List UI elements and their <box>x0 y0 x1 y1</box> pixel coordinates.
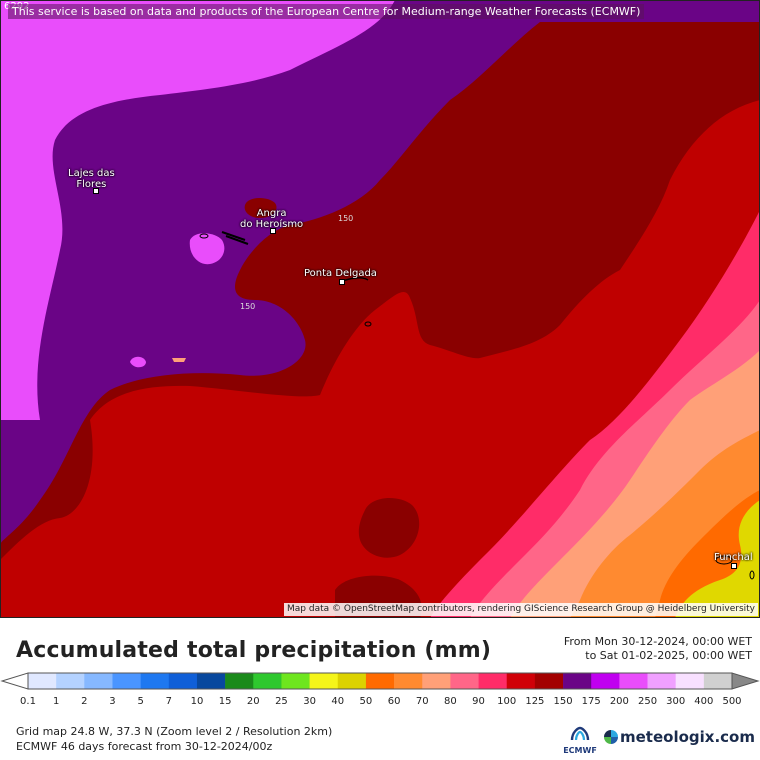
meteologix-brand: meteologix.com <box>620 728 755 746</box>
period-to: to Sat 01-02-2025, 00:00 WET <box>585 649 752 662</box>
colorbar-tick-label: 40 <box>331 696 345 707</box>
city-label-funchal: Funchal <box>714 552 753 563</box>
island-outline-madeira <box>715 555 733 565</box>
colorbar-bin <box>281 673 310 689</box>
ecmwf-logo[interactable]: ECMWF <box>560 726 600 756</box>
colorbar-tick-label: 200 <box>609 696 629 707</box>
colorbar-tick-label: 25 <box>275 696 288 707</box>
blob-small-1 <box>130 356 146 368</box>
colorbar-ticks: 0.1 1 2 3 5 7 10 15 20 25 30 40 50 60 70 80 90 100 125 150 1… <box>0 696 760 710</box>
ecmwf-disclaimer-banner: This service is based on data and produc… <box>8 4 645 19</box>
colorbar-tick-label: 125 <box>525 696 545 707</box>
island-outline-porto-santo <box>749 570 755 580</box>
zone-150-islet <box>244 197 277 218</box>
colorbar-bin <box>563 673 592 689</box>
colorbar-bin <box>703 673 733 689</box>
colorbar-bin <box>478 673 508 689</box>
colorbar-bin <box>309 673 339 689</box>
colorbar-tick-label: 5 <box>137 696 144 707</box>
colorbar-tick-label: 10 <box>190 696 204 707</box>
colorbar-bin <box>140 673 170 689</box>
map-info: Grid map 24.8 W, 37.3 N (Zoom level 2 / … <box>16 724 332 754</box>
colorbar-tick-label: 0.1 <box>20 696 36 707</box>
colorbar-tick-label: 1 <box>52 696 60 707</box>
map-attribution[interactable]: Map data © OpenStreetMap contributors, r… <box>284 603 758 616</box>
colorbar-bin <box>253 673 282 689</box>
contour-label: 150 <box>240 302 256 311</box>
zone-200-blob <box>189 233 225 265</box>
grid-info: Grid map 24.8 W, 37.3 N (Zoom level 2 / … <box>16 725 333 738</box>
city-label-angra-do-heroismo: Angra do Heroísmo <box>240 208 304 230</box>
colorbar-bin <box>534 673 564 689</box>
forecast-period: From Mon 30-12-2024, 00:00 WET to Sat 01… <box>564 635 752 663</box>
colorbar-tick-label: 50 <box>359 696 373 707</box>
colorbar-bin <box>28 673 57 689</box>
city-marker-funchal <box>731 563 737 569</box>
colorbar-bin <box>506 673 536 689</box>
colorbar-bin <box>647 673 676 689</box>
blob-small-2 <box>172 358 186 362</box>
colorbar-bin <box>56 673 85 689</box>
city-label-lajes-das-flores: Lajes das Flores <box>68 168 115 190</box>
colorbar-tick-label: 20 <box>246 696 260 707</box>
colorbar-bin <box>450 673 479 689</box>
colorbar-tick-label: 90 <box>472 696 485 707</box>
colorbar-bin <box>365 673 395 689</box>
zone-40 <box>675 500 760 618</box>
precipitation-map[interactable]: 6292 This service is based on data and p… <box>0 0 760 618</box>
colorbar-tick-label: 100 <box>497 696 517 707</box>
colorbar-bin <box>619 673 648 689</box>
colorbar-tick-label: 15 <box>218 696 232 707</box>
colorbar-bin <box>168 673 198 689</box>
colorbar-bin <box>112 673 141 689</box>
legend-title: Accumulated total precipitation (mm) <box>16 638 492 663</box>
ecmwf-logo-label: ECMWF <box>563 746 597 755</box>
colorbar-tick-label: 30 <box>303 696 316 707</box>
colorbar-bin <box>675 673 705 689</box>
city-label-ponta-delgada: Ponta Delgada <box>304 268 377 279</box>
colorbar-tick-label: 175 <box>581 696 601 707</box>
colorbar-tick-label: 3 <box>109 696 116 707</box>
colorbar-bin <box>422 673 451 689</box>
colorbar-bin <box>591 673 620 689</box>
colorbar-arrow-low <box>0 672 29 690</box>
ecmwf-logo-icon <box>570 726 590 741</box>
colorbar-tick-label: 70 <box>415 696 429 707</box>
colorbar-bin <box>196 673 226 689</box>
island-outline-terceira <box>221 231 249 245</box>
contour-label: 150 <box>338 214 354 223</box>
colorbar-bin <box>84 673 113 689</box>
colorbar-bin <box>337 673 367 689</box>
colorbar-tick-label: 400 <box>694 696 714 707</box>
city-marker-ponta-delgada <box>339 279 345 285</box>
colorbar-tick-label: 250 <box>637 696 658 707</box>
meteologix-logo-icon <box>604 730 618 744</box>
colorbar-tick-label: 80 <box>444 696 457 707</box>
zone-200 <box>0 0 395 420</box>
island-outline-santa-maria <box>364 321 372 327</box>
forecast-info: ECMWF 46 days forecast from 30-12-2024/0… <box>16 740 273 753</box>
colorbar-tick-label: 2 <box>81 696 88 707</box>
colorbar-tick-label: 300 <box>666 696 686 707</box>
legend-panel: Accumulated total precipitation (mm) Fro… <box>0 618 760 760</box>
colorbar-bin <box>225 673 254 689</box>
colorbar <box>0 672 760 690</box>
zone-150-lobe <box>358 498 420 558</box>
city-marker-angra-do-heroismo <box>270 228 276 234</box>
period-from: From Mon 30-12-2024, 00:00 WET <box>563 635 752 648</box>
colorbar-tick-label: 60 <box>387 696 401 707</box>
colorbar-tick-label: 150 <box>553 696 573 707</box>
colorbar-frame <box>27 672 733 690</box>
colorbar-tick-label: 500 <box>722 696 742 707</box>
meteologix-logo[interactable]: meteologix.com <box>604 728 755 746</box>
precipitation-field <box>0 0 760 618</box>
city-marker-lajes-das-flores <box>93 188 99 194</box>
colorbar-tick-label: 7 <box>165 696 172 707</box>
colorbar-arrow-high <box>731 672 760 690</box>
colorbar-bin <box>394 673 423 689</box>
island-outline-pico <box>199 233 209 239</box>
